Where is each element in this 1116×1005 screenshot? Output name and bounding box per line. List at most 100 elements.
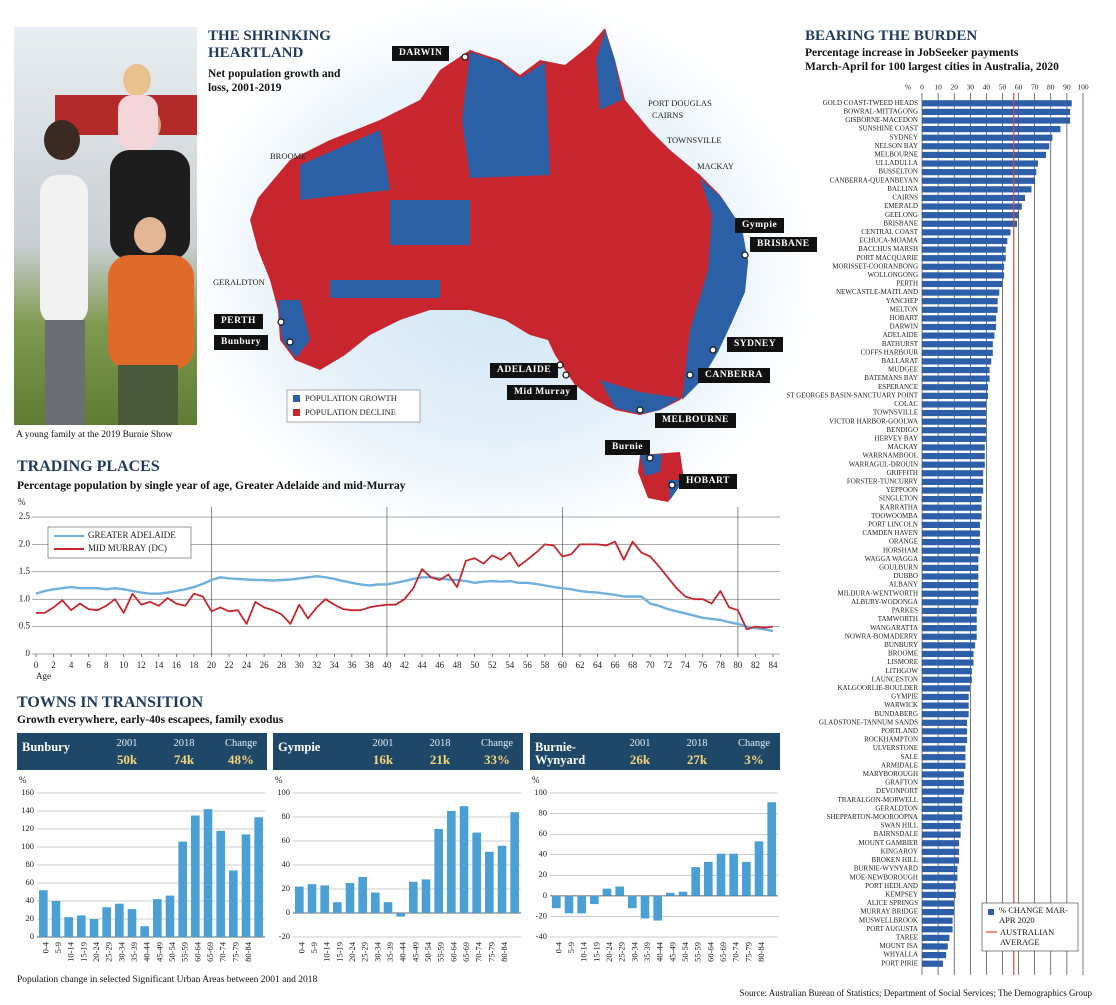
bar — [922, 908, 955, 916]
y-axis-label: % — [18, 497, 26, 507]
panel-header-label: Change — [224, 738, 258, 749]
category-label: MOUNT GAMBIER — [858, 839, 918, 847]
city-label: Bunbury — [214, 335, 268, 350]
bar — [421, 879, 431, 913]
bar — [564, 895, 574, 914]
bar — [922, 194, 1026, 202]
x-tick-label: 56 — [523, 660, 533, 670]
x-tick-label: 90 — [1063, 83, 1071, 92]
x-tick-label: 40-44 — [142, 941, 152, 962]
bar — [922, 452, 985, 460]
category-label: TOOWOOMBA — [871, 512, 918, 520]
x-tick-label: 24 — [242, 660, 252, 670]
bar — [922, 478, 984, 485]
y-tick-label: 80 — [26, 859, 35, 869]
bar — [922, 874, 958, 881]
bar — [39, 890, 48, 937]
bar — [922, 126, 1061, 133]
x-tick-label: 22 — [225, 660, 234, 670]
series-line — [35, 575, 774, 633]
category-label: DARWIN — [890, 323, 918, 331]
bar — [922, 788, 964, 795]
y-tick-label: 40 — [282, 859, 291, 869]
y-tick-label: 0 — [286, 907, 290, 917]
x-tick-label: 65-69 — [461, 942, 471, 962]
x-tick-label: 0-4 — [40, 941, 50, 953]
bar — [922, 685, 971, 692]
category-label: SYDNEY — [890, 133, 918, 141]
map-subtitle: Net population growth and loss, 2001-201… — [208, 68, 341, 94]
panel-header-label: 2001 — [372, 738, 394, 749]
y-tick-label: 0 — [543, 890, 547, 900]
chart-subtitle: March-April for 100 largest cities in Au… — [805, 61, 1059, 73]
bar — [922, 883, 956, 890]
x-tick-label: 62 — [575, 660, 584, 670]
bar — [922, 711, 969, 718]
x-tick-label: 65-69 — [718, 942, 728, 962]
bar — [241, 834, 251, 937]
bar — [922, 822, 961, 830]
panel-stat: 21k — [429, 752, 451, 767]
category-label: COFFS HARBOUR — [861, 348, 919, 356]
bar — [922, 160, 1038, 167]
bar — [922, 659, 974, 666]
bar — [295, 886, 304, 913]
panel-stat: 48% — [228, 752, 254, 767]
legend-swatch — [988, 909, 994, 915]
x-tick-label: 10-14 — [66, 941, 76, 962]
category-label: TOWNSVILLE — [873, 409, 918, 417]
bar — [922, 573, 979, 580]
y-tick-label: 80 — [539, 808, 548, 818]
bar — [191, 815, 200, 937]
panel-stat: 33% — [484, 752, 510, 767]
category-label: GEELONG — [885, 211, 918, 219]
category-label: TAMWORTH — [878, 615, 918, 623]
category-label: KARRATHA — [880, 503, 918, 511]
category-label: ADELAIDE — [883, 331, 918, 339]
panel-stat: 3% — [744, 752, 764, 767]
x-tick-label: 2 — [51, 660, 56, 670]
bar — [472, 832, 481, 913]
x-tick-label: 50-54 — [680, 941, 690, 962]
category-label: GLADSTONE-TANNUM SANDS — [819, 718, 918, 726]
category-label: HERVEY BAY — [875, 434, 918, 442]
bar — [922, 392, 989, 399]
category-label: LISMORE — [887, 658, 918, 666]
panel-stat: 74k — [173, 752, 195, 767]
bar — [307, 884, 317, 913]
x-tick-label: 75-79 — [486, 942, 496, 962]
bar — [922, 315, 997, 322]
x-tick-label: 66 — [611, 660, 621, 670]
bar — [922, 444, 985, 451]
legend-label: AUSTRALIAN AVERAGE — [1000, 927, 1055, 947]
y-tick-label: 100 — [534, 787, 547, 797]
bar — [922, 943, 948, 950]
category-label: KEMPSEY — [885, 890, 918, 898]
category-label: HOBART — [890, 314, 919, 322]
y-tick-label: 60 — [539, 828, 548, 838]
x-tick-label: 70-74 — [218, 941, 228, 962]
bar — [254, 817, 263, 937]
category-label: BAIRNSDALE — [874, 830, 918, 838]
city-label: MELBOURNE — [655, 413, 736, 428]
city-label: PERTH — [214, 314, 263, 329]
category-label: MILDURA-WENTWORTH — [838, 589, 918, 597]
category-label: TRARALGON-MORWELL — [838, 796, 919, 804]
panel-header — [273, 733, 523, 770]
category-label: SALE — [901, 753, 919, 761]
x-tick-label: 20 — [207, 660, 217, 670]
category-label: ROCKHAMPTON — [864, 736, 918, 744]
x-tick-label: 80-84 — [499, 941, 509, 962]
category-label: BOWRAL-MITTAGONG — [844, 108, 918, 116]
panel-header — [530, 733, 780, 770]
y-tick-label: 100 — [277, 787, 290, 797]
panel-header-label: 2018 — [686, 738, 708, 749]
source: Source: Australian Bureau of Statistics;… — [739, 988, 1093, 998]
bar — [922, 891, 956, 898]
panel-stat: 26k — [629, 752, 651, 767]
x-tick-label: 10-14 — [322, 941, 332, 962]
x-tick-label: 30-34 — [629, 941, 639, 962]
x-tick-label: 50 — [470, 660, 480, 670]
bar — [922, 840, 960, 847]
category-label: WANGARATTA — [870, 624, 918, 632]
